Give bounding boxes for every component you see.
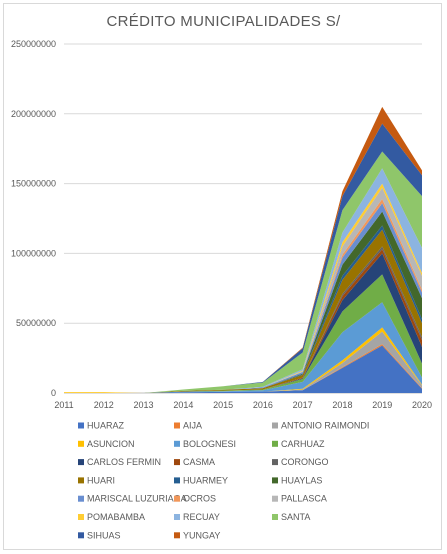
legend-entry: RECUAY	[183, 512, 220, 522]
area-aija	[64, 344, 422, 393]
x-tick-label: 2011	[54, 400, 73, 410]
legend-entry: MARISCAL LUZURIAGA	[87, 494, 187, 504]
area-bolognesi	[64, 302, 422, 393]
x-tick-label: 2016	[253, 400, 273, 410]
legend-entry: ASUNCION	[87, 439, 135, 449]
area-recuay	[64, 168, 422, 393]
area-carhuaz	[64, 274, 422, 393]
legend-swatch	[78, 422, 84, 429]
legend-swatch	[174, 495, 180, 502]
legend-swatch	[78, 459, 84, 466]
x-tick-label: 2012	[94, 400, 114, 410]
area-antonio-raimondi	[64, 331, 422, 393]
legend-swatch	[78, 477, 84, 484]
x-tick-label: 2015	[213, 400, 233, 410]
legend-swatch	[78, 440, 84, 447]
legend-entry: SIHUAS	[87, 530, 121, 540]
chart-title: CRÉDITO MUNICIPALIDADES S/	[106, 13, 341, 30]
area-sihuas	[64, 123, 422, 393]
legend-swatch	[272, 459, 278, 466]
legend-swatch	[174, 422, 180, 429]
legend-entry: HUAYLAS	[281, 475, 322, 485]
area-santa	[64, 151, 422, 393]
legend-swatch	[78, 514, 84, 520]
area-huaraz	[64, 345, 422, 393]
y-axis-ticks: 0 50000000 100000000 150000000 200000000 2500…	[11, 39, 56, 398]
legend-entry: HUARI	[87, 475, 115, 485]
legend-swatch	[174, 514, 180, 520]
area-asuncion	[64, 327, 422, 393]
y-tick-label: 0	[51, 388, 56, 398]
x-tick-label: 2019	[372, 400, 392, 410]
y-tick-label: 150000000	[11, 179, 56, 189]
area-huaylas	[64, 211, 422, 393]
y-tick-label: 100000000	[11, 248, 56, 258]
legend-entry: AIJA	[183, 421, 202, 431]
y-tick-label: 50000000	[16, 318, 56, 328]
y-tick-label: 250000000	[11, 39, 56, 49]
legend-swatch	[272, 422, 278, 429]
legend-swatch	[174, 440, 180, 447]
legend-entry: HUARMEY	[183, 475, 228, 485]
x-tick-label: 2018	[332, 400, 352, 410]
area-series-group	[64, 106, 422, 393]
x-tick-label: 2014	[173, 400, 193, 410]
legend-entry: CARHUAZ	[281, 439, 325, 449]
legend-entry: PALLASCA	[281, 494, 327, 504]
legend-swatch	[174, 459, 180, 466]
legend-swatch	[78, 495, 84, 502]
x-axis-ticks: 2011 2012 2013 2014 2015 2016 2017 2018 2019 2020	[54, 400, 432, 410]
legend-entry: POMABAMBA	[87, 512, 145, 522]
legend-entry: CARLOS FERMIN	[87, 457, 161, 467]
legend-swatch	[272, 477, 278, 484]
legend-swatch	[272, 514, 278, 520]
legend-entry: YUNGAY	[183, 530, 220, 540]
x-tick-label: 2020	[412, 400, 432, 410]
legend-swatch	[78, 532, 84, 539]
area-huari	[64, 229, 422, 393]
x-tick-label: 2013	[134, 400, 154, 410]
x-tick-label: 2017	[293, 400, 313, 410]
legend-entry: CASMA	[183, 457, 215, 467]
legend-swatch	[272, 440, 278, 447]
legend-entry: OCROS	[183, 494, 216, 504]
legend-entry: CORONGO	[281, 457, 329, 467]
legend-entry: HUARAZ	[87, 421, 125, 431]
legend-swatch	[174, 532, 180, 539]
legend: HUARAZ AIJA ANTONIO RAIMONDI ASUNCION BOLOGN…	[78, 421, 369, 540]
legend-entry: BOLOGNESI	[183, 439, 236, 449]
area-carlos-fermin	[64, 253, 422, 393]
y-tick-label: 200000000	[11, 109, 56, 119]
legend-swatch	[174, 477, 180, 484]
legend-entry: SANTA	[281, 512, 310, 522]
legend-entry: ANTONIO RAIMONDI	[281, 421, 369, 431]
legend-swatch	[272, 495, 278, 502]
